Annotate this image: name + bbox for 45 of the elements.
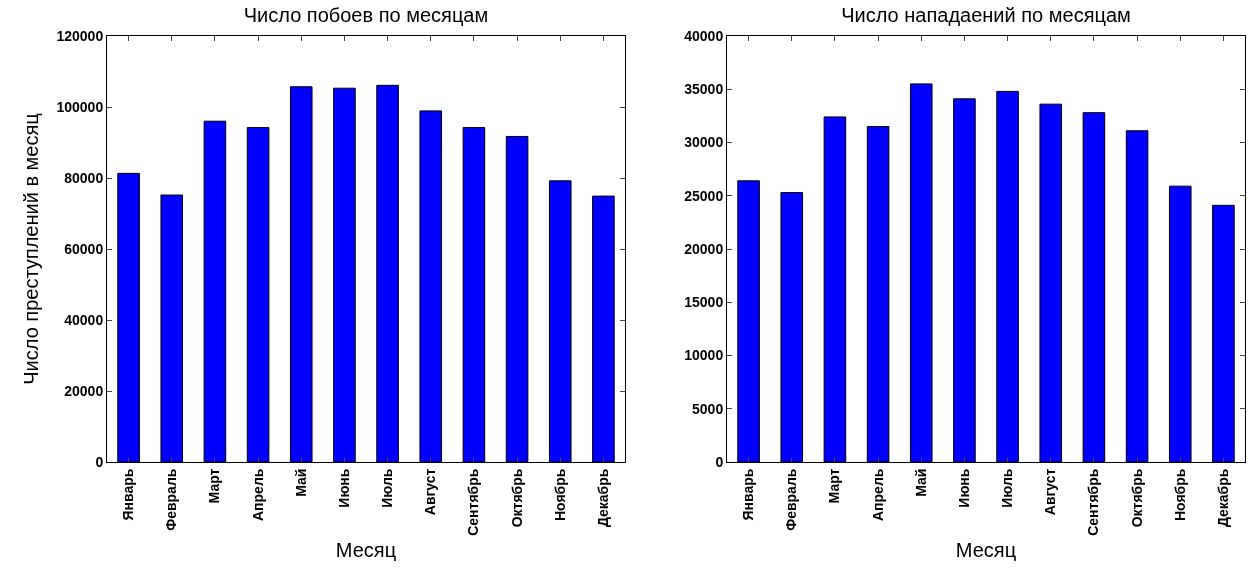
x-tick-label: Июль bbox=[379, 468, 396, 508]
x-tick-label: Май bbox=[292, 468, 309, 497]
y-tick-label: 10000 bbox=[684, 347, 724, 364]
x-tick-label: Ноябрь bbox=[551, 468, 568, 522]
y-tick-label: 80000 bbox=[64, 169, 104, 186]
y-tick-label: 120000 bbox=[56, 27, 104, 44]
x-tick-label: Март bbox=[826, 468, 843, 504]
y-tick-label: 20000 bbox=[684, 240, 724, 257]
x-axis-title: Месяц bbox=[955, 539, 1017, 562]
x-tick-label: Сентябрь bbox=[465, 468, 482, 536]
x-tick-label: Апрель bbox=[869, 468, 886, 522]
x-tick-label: Декабрь bbox=[594, 468, 611, 528]
x-tick-label: Март bbox=[206, 468, 223, 504]
x-tick-label: Февраль bbox=[783, 468, 800, 531]
x-tick-label: Апрель bbox=[249, 468, 266, 522]
y-tick-label: 100000 bbox=[56, 98, 104, 115]
chart-title: Число побоев по месяцам bbox=[243, 4, 489, 26]
x-tick-label: Июнь bbox=[335, 468, 352, 508]
x-tick-label: Июль bbox=[999, 468, 1016, 508]
x-tick-label: Сентябрь bbox=[1085, 468, 1102, 536]
x-tick-label: Декабрь bbox=[1214, 468, 1231, 528]
y-tick-label: 30000 bbox=[684, 134, 724, 151]
x-tick-label: Октябрь bbox=[1128, 468, 1145, 528]
y-tick-label: 5000 bbox=[692, 400, 724, 417]
y-tick-label: 25000 bbox=[684, 187, 724, 204]
y-axis-title: Число преступлений в месяц bbox=[19, 113, 42, 385]
x-tick-label: Февраль bbox=[163, 468, 180, 531]
y-tick-label: 35000 bbox=[684, 81, 724, 98]
y-tick-label: 20000 bbox=[64, 382, 104, 399]
x-tick-label: Ноябрь bbox=[1171, 468, 1188, 522]
x-tick-label: Август bbox=[422, 468, 439, 516]
x-tick-label: Май bbox=[912, 468, 929, 497]
x-tick-label: Январь bbox=[120, 468, 137, 521]
y-tick-label: 40000 bbox=[684, 27, 724, 44]
chart-title: Число нападаений по месяцам bbox=[841, 4, 1131, 26]
x-tick-label: Январь bbox=[740, 468, 757, 521]
y-tick-label: 15000 bbox=[684, 294, 724, 311]
x-axis-title: Месяц bbox=[335, 539, 397, 562]
x-tick-label: Октябрь bbox=[508, 468, 525, 528]
y-tick-label: 40000 bbox=[64, 311, 104, 328]
y-tick-label: 0 bbox=[715, 453, 724, 470]
x-tick-label: Июнь bbox=[955, 468, 972, 508]
x-tick-label: Август bbox=[1042, 468, 1059, 516]
y-tick-label: 0 bbox=[95, 453, 104, 470]
y-tick-label: 60000 bbox=[64, 240, 104, 257]
